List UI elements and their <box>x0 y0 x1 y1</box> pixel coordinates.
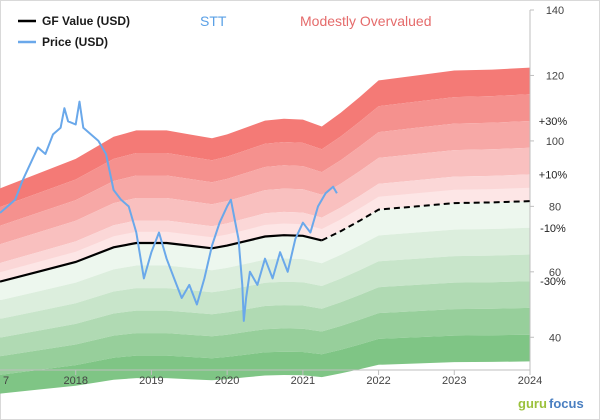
legend-price-label: Price (USD) <box>42 35 108 49</box>
x-tick-label: 2023 <box>442 375 466 387</box>
under-band-4 <box>0 281 530 357</box>
band-label: -10% <box>540 223 566 235</box>
y-tick-label: 120 <box>546 70 564 82</box>
legend-gf-value-label: GF Value (USD) <box>42 14 130 28</box>
watermark-part1: guru <box>518 396 547 411</box>
under-band-1 <box>0 201 530 301</box>
y-axis-ticks: 40 60 80 100 120 140 <box>530 5 564 344</box>
band-label: -30% <box>540 276 566 288</box>
over-band-1 <box>0 67 530 207</box>
x-tick-label: 2020 <box>215 375 239 387</box>
x-tick-label: 2019 <box>139 375 163 387</box>
valuation-verdict: Modestly Overvalued <box>300 13 432 29</box>
y-tick-label: 80 <box>549 201 561 213</box>
x-tick-label: 2021 <box>291 375 315 387</box>
series-lines <box>0 100 531 322</box>
y-tick-label: 100 <box>546 136 564 148</box>
over-band-6 <box>0 187 530 282</box>
gf-value-line <box>0 234 323 283</box>
gurufocus-watermark: guru focus <box>518 396 584 411</box>
y-tick-label: 40 <box>549 332 561 344</box>
ticker-symbol: STT <box>200 13 227 29</box>
band-labels: +30% +10% -10% -30% <box>539 116 568 288</box>
band-label: +10% <box>539 169 568 181</box>
legend: GF Value (USD) Price (USD) <box>18 14 130 49</box>
y-tick-label: 60 <box>549 267 561 279</box>
axes <box>0 10 531 371</box>
under-band-6 <box>0 334 530 394</box>
x-axis-ticks: 7 2018 2019 2020 2021 2022 2023 2024 <box>3 370 542 387</box>
under-band-5 <box>0 307 530 375</box>
x-tick-label: 7 <box>3 375 9 387</box>
band-label: +30% <box>539 116 568 128</box>
under-band-2 <box>0 227 530 319</box>
price-line <box>0 100 338 322</box>
gf-value-projected-line <box>321 200 531 242</box>
watermark-part2: focus <box>549 396 584 411</box>
x-tick-label: 2018 <box>63 375 87 387</box>
over-band-2 <box>0 94 530 226</box>
over-band-4 <box>0 147 530 263</box>
y-tick-label: 140 <box>546 5 564 17</box>
x-tick-label: 2022 <box>366 375 390 387</box>
over-band-3 <box>0 121 530 245</box>
valuation-bands <box>0 67 530 394</box>
under-band-3 <box>0 254 530 338</box>
x-tick-label: 2024 <box>518 375 542 387</box>
